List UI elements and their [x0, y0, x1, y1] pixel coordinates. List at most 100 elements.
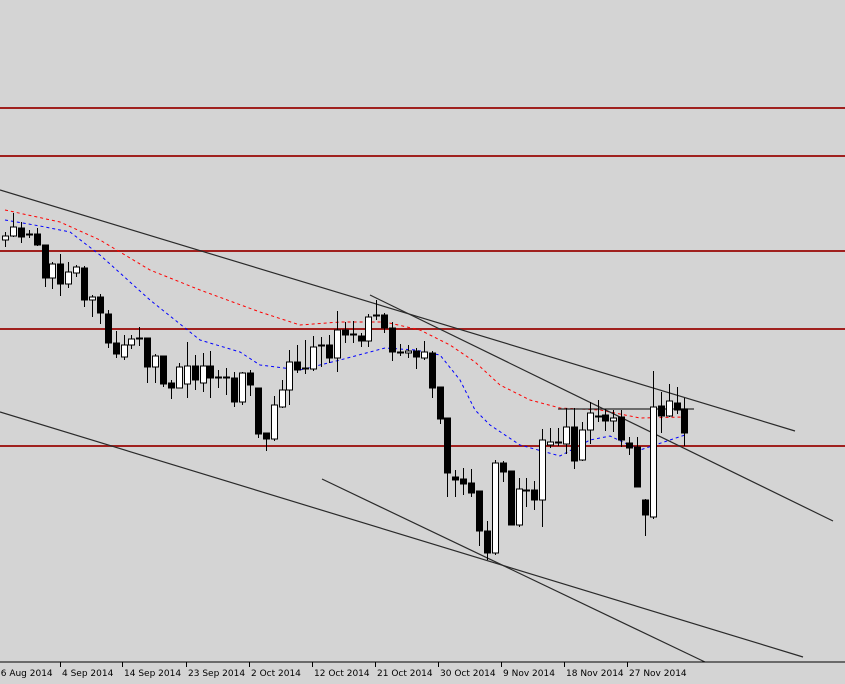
- candle: [184, 342, 191, 398]
- candle-body-bearish: [358, 335, 365, 342]
- candle: [342, 322, 349, 343]
- candle: [595, 400, 602, 422]
- candle-body-bullish: [650, 406, 657, 518]
- candle: [294, 345, 301, 373]
- candle: [263, 432, 270, 451]
- candles: [2, 213, 688, 560]
- candle-body-bullish: [516, 488, 523, 526]
- candle: [397, 344, 404, 356]
- candle: [57, 254, 64, 296]
- candle-body-bearish: [531, 489, 538, 501]
- candle-body-bullish: [523, 489, 530, 492]
- candle: [42, 244, 49, 287]
- candle-body-bullish: [539, 439, 546, 501]
- candle-body-bullish: [136, 337, 143, 340]
- candle: [144, 337, 151, 383]
- time-axis: 26 Aug 2014 4 Sep 2014 14 Sep 2014 23 Sep 2…: [0, 662, 687, 679]
- candle-body-bullish: [310, 346, 317, 370]
- candle-body-bearish: [247, 372, 254, 386]
- candle-body-bullish: [152, 355, 159, 368]
- candle: [642, 499, 649, 536]
- candle-body-bullish: [563, 426, 570, 445]
- candle-body-bearish: [429, 352, 436, 389]
- x-tick-label: 26 Aug 2014: [0, 669, 53, 679]
- candle: [531, 481, 538, 510]
- candle-body-bullish: [286, 361, 293, 391]
- candle: [97, 294, 104, 324]
- candle-body-bearish: [294, 361, 301, 371]
- candle-body-bearish: [658, 405, 665, 417]
- candle-body-bearish: [674, 402, 681, 411]
- candle: [618, 410, 625, 447]
- candle: [523, 478, 530, 507]
- candle: [389, 322, 396, 361]
- candle-body-bearish: [144, 337, 151, 368]
- candle-body-bearish: [500, 462, 507, 473]
- candle: [152, 354, 159, 383]
- candle-body-bullish: [176, 366, 183, 389]
- candle-body-bullish: [223, 376, 230, 379]
- candle-body-bearish: [413, 350, 420, 358]
- candle-body-bullish: [89, 296, 96, 301]
- candle-body-bullish: [271, 404, 278, 440]
- candle: [113, 331, 120, 358]
- candle-body-bearish: [18, 227, 25, 238]
- candle-body-bearish: [571, 426, 578, 462]
- candle: [563, 408, 570, 454]
- candle-body-bullish: [302, 367, 309, 370]
- candle: [326, 335, 333, 363]
- candle-body-bullish: [365, 316, 372, 342]
- candle-body-bullish: [279, 389, 286, 408]
- candle-body-bearish: [389, 327, 396, 353]
- candle-body-bullish: [2, 235, 9, 241]
- candle: [239, 372, 246, 405]
- candle: [207, 351, 214, 398]
- trend-lines: [0, 189, 834, 663]
- trend-line: [0, 411, 804, 658]
- candle-body-bullish: [397, 351, 404, 354]
- candle: [18, 222, 25, 243]
- candle: [223, 368, 230, 395]
- candle: [444, 417, 451, 497]
- candle-body-bearish: [192, 365, 199, 381]
- candle: [310, 336, 317, 371]
- candle: [81, 266, 88, 307]
- candle-body-bearish: [681, 408, 688, 434]
- x-tick-label: 12 Oct 2014: [314, 669, 370, 679]
- candle-body-bullish: [405, 350, 412, 354]
- candle: [200, 353, 207, 392]
- candle-body-bearish: [168, 382, 175, 389]
- candle-body-bearish: [452, 476, 459, 481]
- x-tick-label: 30 Oct 2014: [440, 669, 496, 679]
- candle-body-bearish: [618, 416, 625, 441]
- candle-body-bullish: [26, 233, 33, 236]
- candle: [484, 521, 491, 560]
- candle-body-bearish: [626, 442, 633, 449]
- candle-body-bearish: [484, 530, 491, 554]
- candle-body-bullish: [200, 365, 207, 384]
- candle-body-bullish: [547, 441, 554, 446]
- candle-body-bearish: [444, 417, 451, 474]
- candle: [2, 232, 9, 247]
- x-tick-label: 18 Nov 2014: [566, 669, 624, 679]
- candle-body-bullish: [128, 338, 135, 346]
- candle-body-bearish: [602, 414, 609, 422]
- candle: [405, 345, 412, 358]
- candle: [429, 351, 436, 398]
- candle: [610, 410, 617, 432]
- trend-line: [321, 478, 706, 663]
- candle-body-bearish: [34, 233, 41, 246]
- candle: [73, 265, 80, 277]
- candle: [666, 384, 673, 417]
- candle-body-bearish: [42, 244, 49, 279]
- candle: [650, 371, 657, 519]
- candle-body-bullish: [121, 344, 128, 358]
- x-tick-label: 23 Sep 2014: [188, 669, 245, 679]
- candle: [634, 437, 641, 488]
- candle: [160, 355, 167, 387]
- candle: [468, 469, 475, 497]
- candle-body-bearish: [263, 432, 270, 440]
- candle: [358, 333, 365, 347]
